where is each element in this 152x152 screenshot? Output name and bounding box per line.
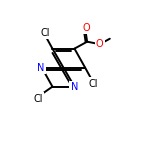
Text: Cl: Cl [40,28,50,38]
Text: Cl: Cl [33,93,43,104]
Text: N: N [37,63,45,73]
Text: Cl: Cl [88,79,98,89]
Text: N: N [71,82,78,92]
Text: O: O [96,39,104,49]
Text: O: O [82,23,90,33]
